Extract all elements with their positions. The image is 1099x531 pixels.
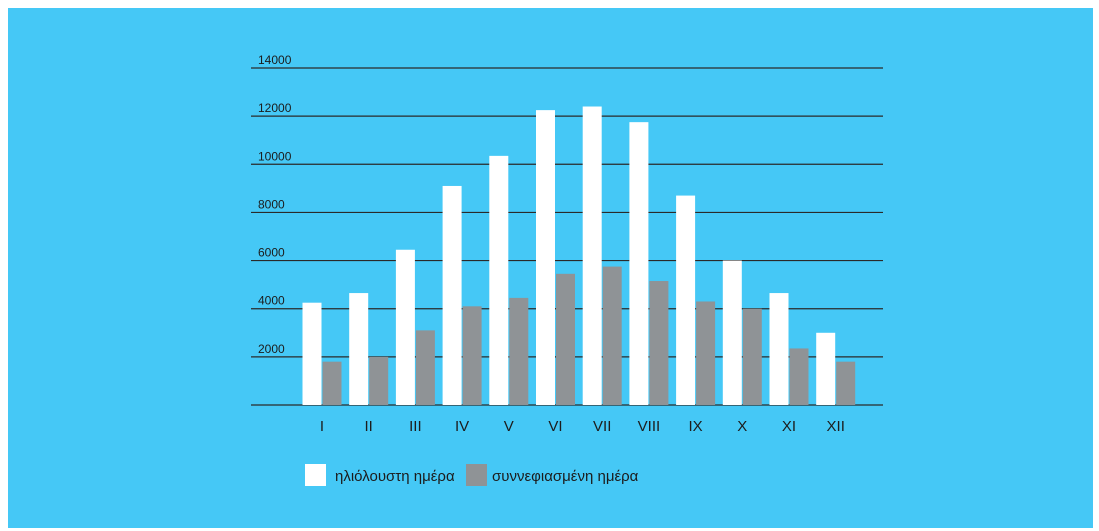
x-tick-label-XII: XII: [827, 418, 845, 435]
y-tick-label-8000: 8000: [258, 197, 285, 211]
legend-swatch-sunny: [305, 464, 326, 486]
bar-cloudy-V: [509, 297, 529, 405]
x-tick-label-I: I: [320, 418, 324, 435]
bar-sunny-I: [302, 302, 322, 405]
y-tick-label-2000: 2000: [258, 342, 285, 356]
bar-cloudy-VI: [556, 273, 575, 405]
bar-cloudy-IX: [696, 301, 716, 405]
x-tick-label-IX: IX: [689, 418, 703, 435]
x-tick-label-II: II: [365, 418, 373, 435]
bar-cloudy-XII: [836, 361, 856, 405]
bar-cloudy-IV: [462, 306, 482, 405]
bar-cloudy-VIII: [649, 281, 669, 405]
y-tick-label-14000: 14000: [258, 53, 292, 67]
y-tick-label-4000: 4000: [258, 294, 285, 308]
legend-swatch-cloudy: [466, 464, 487, 486]
x-tick-label-VIII: VIII: [638, 418, 661, 435]
x-tick-label-XI: XI: [782, 418, 796, 435]
y-tick-label-12000: 12000: [258, 101, 292, 115]
x-tick-label-III: III: [409, 418, 422, 435]
bar-sunny-XII: [816, 332, 836, 405]
bar-sunny-VII: [582, 106, 602, 405]
bar-sunny-II: [349, 293, 369, 405]
bar-sunny-X: [722, 260, 742, 405]
bar-cloudy-II: [369, 356, 389, 405]
bar-cloudy-III: [415, 330, 435, 405]
bar-sunny-III: [395, 249, 415, 405]
x-tick-label-VI: VI: [548, 418, 562, 435]
bar-sunny-XI: [769, 293, 789, 405]
bar-sunny-V: [489, 155, 509, 405]
y-tick-label-10000: 10000: [258, 149, 292, 163]
bar-cloudy-XI: [789, 348, 809, 405]
bar-sunny-IV: [442, 185, 462, 405]
chart-panel: 2000 4000 6000 8000 10000 12000 14000 I II III IV…: [8, 8, 1093, 528]
bars: [302, 106, 856, 406]
y-axis-tick-labels: 2000 4000 6000 8000 10000 12000 14000: [258, 53, 292, 356]
bar-cloudy-I: [322, 361, 342, 405]
x-tick-label-VII: VII: [593, 418, 611, 435]
bar-sunny-IX: [676, 195, 696, 405]
x-tick-label-IV: IV: [455, 418, 469, 435]
legend: ηλιόλουστη ημέρα συννεφιασμένη ημέρα: [305, 464, 639, 486]
x-tick-label-V: V: [504, 418, 514, 435]
bar-cloudy-VII: [602, 266, 622, 405]
legend-label-cloudy: συννεφιασμένη ημέρα: [492, 468, 639, 485]
bar-cloudy-X: [742, 308, 762, 405]
y-tick-label-6000: 6000: [258, 246, 285, 260]
legend-label-sunny: ηλιόλουστη ημέρα: [335, 468, 455, 485]
bar-sunny-VIII: [629, 122, 649, 406]
bar-sunny-VI: [536, 110, 555, 405]
x-tick-label-X: X: [737, 418, 747, 435]
x-axis-category-labels: I II III IV V VI VII VIII IX X XI XII: [320, 418, 845, 435]
